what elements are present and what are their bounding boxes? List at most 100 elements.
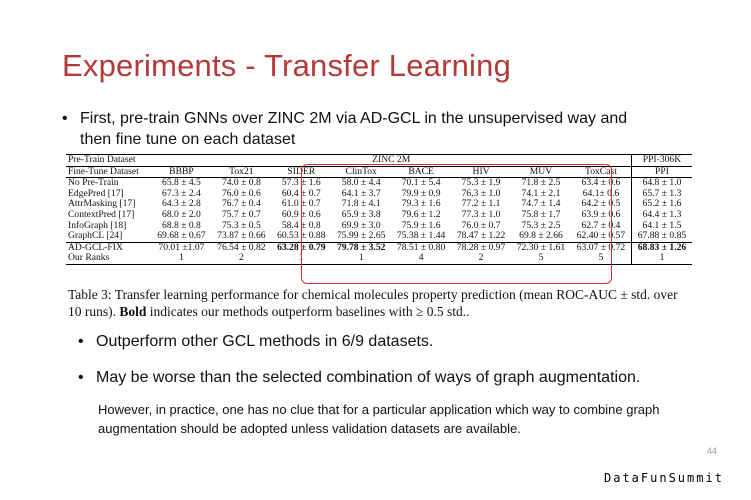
- column-header: ToxCast: [570, 166, 632, 179]
- table-cell: 76.0 ± 0.6: [221, 187, 261, 199]
- table-cell: 1: [631, 252, 692, 265]
- page-number: 44: [707, 446, 718, 456]
- table-cell: 63.9 ± 0.6: [570, 209, 632, 221]
- bullet-outperform: • Outperform other GCL methods in 6/9 dat…: [78, 333, 433, 351]
- table-cell: 78.47 ± 1.22: [451, 230, 512, 243]
- bullet-pretrain-text: First, pre-train GNNs over ZINC 2M via A…: [80, 110, 628, 148]
- table-cell: 78.28 ± 0.97: [456, 241, 506, 253]
- table-row-ranks: Our Ranks 1 2 1 1 4 2 5 5 1: [66, 252, 692, 265]
- table-cell: 75.38 ± 1.44: [391, 230, 452, 243]
- column-header: HIV: [451, 166, 512, 179]
- table-cell: 75.99 ± 2.65: [331, 230, 392, 243]
- table-cell: 75.3 ± 0.5: [221, 219, 261, 231]
- table-cell: 79.3 ± 1.6: [401, 198, 441, 210]
- table-cell: 68.83 ± 1.26: [637, 241, 687, 253]
- table-cell: 75.9 ± 1.6: [401, 219, 441, 231]
- table-cell: 64.1 ± 1.5: [642, 219, 682, 231]
- table-cell: 79.6 ± 1.2: [401, 208, 441, 220]
- table-cell: 79.78 ± 3.52: [336, 241, 386, 253]
- caption-text-2: indicates our methods outperform baselin…: [146, 304, 470, 319]
- table-cell: 73.87 ± 0.66: [211, 230, 272, 243]
- table-cell: 75.3 ± 2.5: [521, 219, 561, 231]
- column-header: BBBP: [151, 166, 212, 179]
- table-cell: 68.0 ± 2.0: [162, 208, 201, 220]
- bullet-outperform-text: Outperform other GCL methods in 6/9 data…: [96, 333, 434, 350]
- table-cell: 79.9 ± 0.9: [401, 187, 441, 199]
- note-text: However, in practice, one has no clue th…: [98, 402, 660, 436]
- finetune-label: Fine-Tune Dataset: [66, 166, 152, 179]
- table-cell: 4: [391, 252, 452, 265]
- table-cell: 76.0 ± 0.7: [461, 219, 501, 231]
- table-cell: 2: [451, 252, 512, 265]
- table-cell: 62.7 ± 0.4: [570, 220, 632, 232]
- table-cell: 64.3 ± 2.8: [162, 198, 201, 210]
- table-cell: 70.1 ± 5.4: [401, 177, 441, 189]
- table-cell: 62.40 ± 0.57: [570, 230, 632, 243]
- bullet-dot: •: [78, 333, 84, 350]
- table-cell: 67.88 ± 0.85: [631, 230, 692, 243]
- table-cell: 67.3 ± 2.4: [162, 187, 201, 199]
- row-label: GraphCL [24]: [66, 230, 152, 243]
- row-label: No Pre-Train: [68, 177, 119, 189]
- row-label: Our Ranks: [66, 252, 152, 265]
- table-cell: 65.8 ± 4.5: [162, 177, 201, 189]
- column-header: ClinTox: [331, 166, 392, 179]
- table-header-finetune: Fine-Tune Dataset BBBP Tox21 SIDER ClinTox BA…: [66, 166, 692, 179]
- table-cell: 64.2 ± 0.5: [570, 199, 632, 210]
- row-label: EdgePred [17]: [68, 187, 124, 199]
- row-label: AttrMasking [17]: [68, 198, 136, 210]
- datafun-logo: DataFunSummit: [604, 471, 724, 485]
- caption-prefix: Table 3:: [68, 287, 112, 302]
- table-cell: 74.0 ± 0.8: [221, 177, 261, 189]
- table-cell: 69.68 ± 0.67: [151, 230, 212, 243]
- caption-text-1: Transfer learning performance for chemic…: [68, 287, 678, 319]
- table-cell: 64.8 ± 1.0: [642, 177, 682, 189]
- pretrain-label: Pre-Train Dataset: [66, 154, 152, 167]
- table-cell: 64.1 ± 3.7: [341, 187, 381, 199]
- column-header: PPI: [631, 166, 692, 179]
- table-header-pretrain: Pre-Train Dataset ZINC 2M PPI-306K: [66, 154, 692, 167]
- table-cell: 76.3 ± 1.0: [461, 187, 501, 199]
- table-cell: 71.8 ± 4.1: [341, 198, 381, 210]
- table-cell: 70.01 ±1.07: [158, 241, 205, 253]
- table-cell: 58.0 ± 4.4: [341, 177, 381, 189]
- table-cell: 77.2 ± 1.1: [461, 198, 501, 210]
- column-header: MUV: [511, 166, 571, 179]
- table-cell: 64.1± 0.6: [570, 188, 632, 200]
- highlight-box: [301, 164, 612, 284]
- table-cell: 65.9 ± 3.8: [341, 208, 381, 220]
- table-cell: 69.8 ± 2.66: [511, 230, 571, 243]
- bullet-dot: •: [62, 110, 68, 127]
- bullet-worse-text: May be worse than the selected combinati…: [96, 369, 641, 386]
- table-cell: 64.4 ± 1.3: [642, 208, 682, 220]
- table-cell: 76.54 ± 0.82: [217, 241, 266, 253]
- table-cell: 5: [570, 252, 632, 265]
- table-row: ContextPred [17] 68.0 ± 2.0 75.7 ± 0.7 60.9…: [66, 208, 692, 221]
- slide-title: Experiments - Transfer Learning: [62, 48, 512, 83]
- table-cell: 75.3 ± 1.9: [461, 177, 501, 189]
- table-cell: 68.8 ± 0.8: [162, 219, 201, 231]
- table-caption: Table 3: Transfer learning performance f…: [68, 286, 694, 320]
- row-label: ContextPred [17]: [68, 208, 135, 220]
- table-cell: 74.7 ± 1.4: [521, 198, 561, 210]
- table-cell: 1: [331, 252, 392, 265]
- row-label: InfoGraph [18]: [68, 219, 127, 231]
- caption-bold: Bold: [119, 304, 147, 319]
- table-cell: 65.7 ± 1.3: [642, 187, 682, 199]
- pretrain-zinc: ZINC 2M: [151, 154, 632, 167]
- row-label: AD-GCL-FIX: [68, 241, 123, 253]
- table-cell: 72.30 ± 1.61: [516, 241, 566, 253]
- table-cell: 77.3 ± 1.0: [461, 208, 501, 220]
- table-cell: 1: [151, 252, 212, 265]
- table-cell: 65.2 ± 1.6: [642, 198, 682, 210]
- bullet-dot: •: [78, 369, 84, 386]
- table-cell: 69.9 ± 3.0: [341, 219, 381, 231]
- pretrain-ppi: PPI-306K: [631, 154, 692, 167]
- table-cell: 75.7 ± 0.7: [221, 208, 261, 220]
- table-cell: 2: [211, 252, 272, 265]
- table-cell: 5: [511, 252, 571, 265]
- table-cell: 71.8 ± 2.5: [521, 177, 561, 189]
- table-cell: 63.07 ± 0.72: [570, 242, 632, 254]
- table-cell: 75.8 ± 1.7: [521, 208, 561, 220]
- bullet-worse: • May be worse than the selected combinat…: [78, 369, 640, 387]
